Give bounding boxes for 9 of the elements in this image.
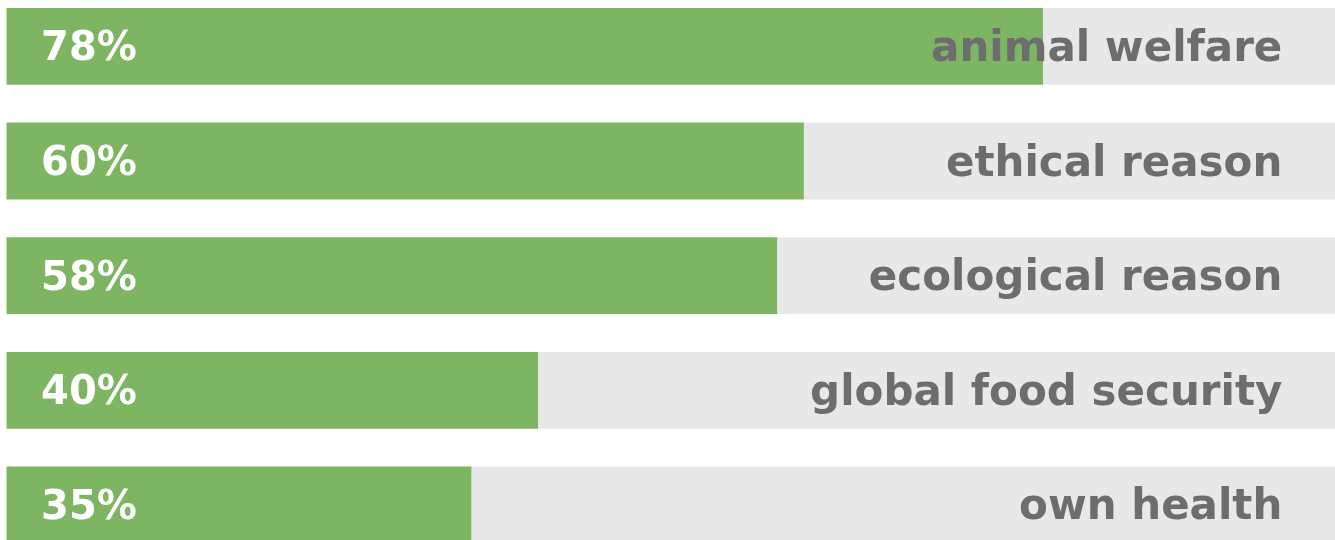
data-label: 40% <box>41 367 137 414</box>
data-label: 35% <box>41 481 137 528</box>
y-tick-label: ethical reason <box>945 136 1283 186</box>
data-label: 60% <box>41 138 137 185</box>
y-tick-label: ecological reason <box>868 251 1283 301</box>
data-label: 78% <box>41 23 137 70</box>
y-tick-label: global food security <box>810 365 1283 415</box>
y-tick-label: own health <box>1019 480 1283 530</box>
data-label: 58% <box>41 252 137 299</box>
